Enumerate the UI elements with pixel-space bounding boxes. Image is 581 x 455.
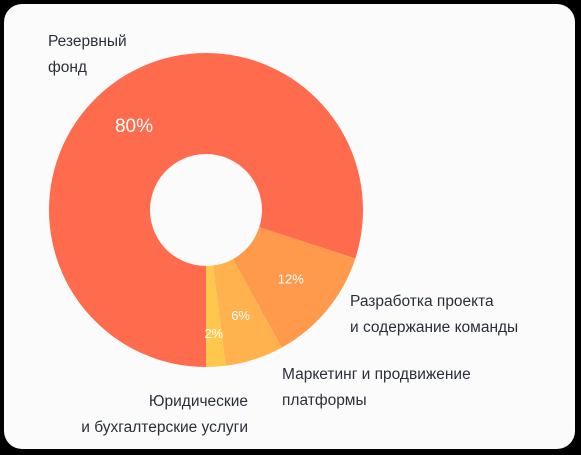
slice-percent-label: 80% xyxy=(115,116,153,137)
legend-label-line: платформы xyxy=(282,392,367,409)
legend-label-marketing: Маркетинг и продвижение платформы xyxy=(282,362,471,414)
slice-percent-label: 12% xyxy=(278,272,304,287)
legend-label-line: и содержание команды xyxy=(350,319,519,336)
legend-label-line: и бухгалтерские услуги xyxy=(81,419,248,436)
donut-slices xyxy=(49,52,363,368)
legend-label-line: Резервный xyxy=(48,33,127,50)
slice-percent-label: 6% xyxy=(231,308,250,323)
legend-label-development: Разработка проекта и содержание команды xyxy=(350,289,518,341)
donut-slice xyxy=(49,52,363,368)
legend-label-line: Разработка проекта xyxy=(350,293,494,310)
legend-label-line: фонд xyxy=(48,59,87,76)
donut-slice xyxy=(213,259,282,366)
slice-percent-labels: 80% 12% 6% 2% xyxy=(115,116,304,341)
legend-label-line: Юридические xyxy=(148,393,248,410)
legend-label-reserve-fund: Резервный фонд xyxy=(48,29,127,81)
donut-slice xyxy=(206,265,226,367)
donut-slice xyxy=(232,227,356,348)
legend-label-legal: Юридические и бухгалтерские услуги xyxy=(81,389,248,441)
slice-percent-label: 2% xyxy=(204,326,223,341)
legend-label-line: Маркетинг и продвижение xyxy=(282,366,471,383)
